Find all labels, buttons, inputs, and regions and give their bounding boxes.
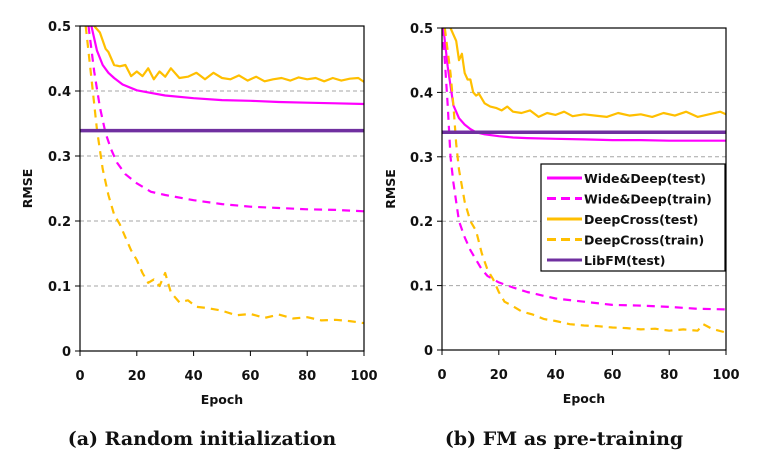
subfigure-caption: (b) FM as pre-training — [445, 428, 683, 450]
series-line-wide-deep-test — [442, 28, 726, 142]
series-line-deepcross-test — [449, 28, 726, 119]
x-axis-label: Epoch — [201, 392, 243, 407]
y-tick-label: 0.5 — [410, 22, 433, 37]
y-tick-label: 0.1 — [48, 280, 71, 295]
subfigure-caption: (a) Random initialization — [68, 428, 337, 450]
y-tick-label: 0.2 — [48, 215, 71, 230]
series-line-wide-deep-train — [87, 26, 364, 213]
y-tick-label: 0 — [62, 345, 71, 360]
x-tick-label: 20 — [490, 368, 508, 383]
y-tick-label: 0.4 — [48, 85, 71, 100]
y-axis-label: RMSE — [20, 169, 35, 209]
plot-frame — [79, 25, 365, 352]
series-group — [80, 26, 364, 325]
y-tick-label: 0 — [424, 344, 433, 359]
x-tick-label: 40 — [547, 368, 565, 383]
x-tick-label: 80 — [298, 369, 316, 384]
x-tick-label: 100 — [712, 368, 739, 383]
series-line-deepcross-test — [93, 26, 364, 83]
x-tick-label: 60 — [603, 368, 621, 383]
series-line-wide-deep-train — [442, 28, 726, 311]
x-tick-label: 40 — [185, 369, 203, 384]
y-tick-label: 0.4 — [410, 86, 433, 101]
x-tick-label: 100 — [350, 369, 377, 384]
x-tick-label: 80 — [660, 368, 678, 383]
chart-b: 0 0.1 0.2 0.3 0.4 0.5 0 20 40 60 80 100 Epoch RMSE (b)… — [383, 22, 740, 450]
x-axis-label: Epoch — [563, 391, 605, 406]
x-tick-label: 0 — [437, 368, 446, 383]
y-tick-label: 0.2 — [410, 215, 433, 230]
series-line-deepcross-train — [443, 28, 726, 334]
x-tick-label: 0 — [75, 369, 84, 384]
legend-entry-label: DeepCross(test) — [584, 212, 698, 227]
chart-a: 0 0.1 0.2 0.3 0.4 0.5 0 20 40 60 80 100 Epoch RMSE (a)… — [20, 20, 378, 450]
y-tick-label: 0.5 — [48, 20, 71, 35]
legend-entry-label: DeepCross(train) — [584, 233, 704, 248]
plot-frame — [441, 27, 727, 351]
y-tick-label: 0.3 — [410, 151, 433, 166]
x-tick-label: 60 — [241, 369, 259, 384]
y-tick-label: 0.1 — [410, 280, 433, 295]
series-line-wide-deep-test — [90, 26, 364, 106]
x-tick-label: 20 — [128, 369, 146, 384]
legend-entry-label: Wide&Deep(test) — [584, 171, 706, 186]
series-line-deepcross-train — [84, 26, 364, 325]
y-tick-label: 0.3 — [48, 150, 71, 165]
legend-entry-label: LibFM(test) — [584, 253, 665, 268]
legend: Wide&Deep(test) Wide&Deep(train) DeepCross… — [540, 163, 726, 272]
legend-entry-label: Wide&Deep(train) — [584, 192, 712, 207]
y-axis-label: RMSE — [383, 169, 398, 209]
series-group — [442, 28, 726, 334]
